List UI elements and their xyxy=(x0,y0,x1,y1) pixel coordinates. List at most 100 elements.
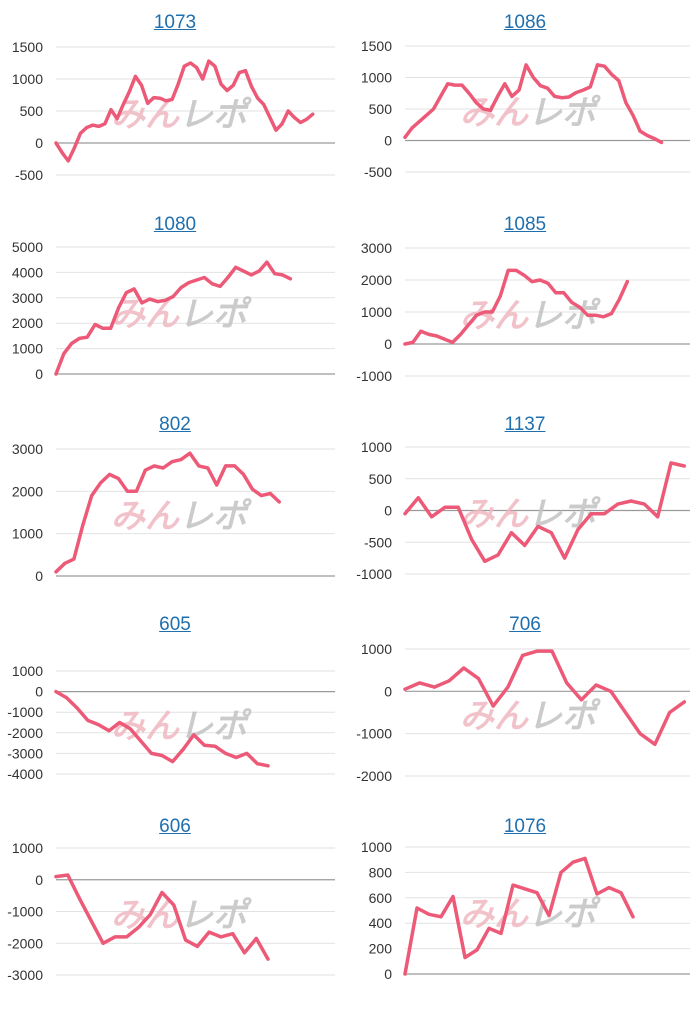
data-point xyxy=(265,260,269,264)
data-point xyxy=(574,91,578,95)
data-point xyxy=(682,700,686,704)
y-tick-label: 1000 xyxy=(12,526,43,542)
data-point xyxy=(638,129,642,133)
chart-title-link[interactable]: 706 xyxy=(509,614,541,635)
data-point xyxy=(202,743,206,747)
data-point xyxy=(202,276,206,279)
data-point xyxy=(243,951,246,955)
data-point xyxy=(467,91,471,95)
y-tick-label: -2000 xyxy=(356,768,392,784)
data-point xyxy=(571,860,575,864)
data-point xyxy=(499,931,503,935)
data-point xyxy=(523,543,527,547)
data-point xyxy=(245,751,249,755)
data-point xyxy=(482,310,486,314)
chart-title-link[interactable]: 1073 xyxy=(153,12,197,33)
chart-panel: 1080 0 1000 2000 3000 4000 5000 みんレポ xyxy=(0,202,350,404)
y-tick-label: -3000 xyxy=(7,745,43,761)
data-point xyxy=(255,762,259,766)
data-point xyxy=(189,61,192,65)
data-point xyxy=(78,131,82,135)
y-tick-label: 0 xyxy=(35,366,43,382)
data-point xyxy=(224,751,228,755)
data-point xyxy=(171,295,175,298)
data-point xyxy=(417,120,421,124)
data-point xyxy=(273,272,277,276)
watermark: みんレポ xyxy=(111,296,252,334)
data-point xyxy=(213,64,217,68)
data-point xyxy=(219,935,223,939)
watermark: みんレポ xyxy=(460,297,601,335)
data-point xyxy=(109,326,113,330)
data-point xyxy=(259,494,263,498)
data-point xyxy=(54,372,58,376)
data-point xyxy=(152,96,156,100)
data-point xyxy=(459,332,463,336)
data-point xyxy=(176,82,180,86)
y-tick-label: 2000 xyxy=(361,272,392,288)
data-point xyxy=(536,524,540,528)
chart-title-link[interactable]: 1085 xyxy=(503,214,547,235)
data-point xyxy=(66,873,70,877)
watermark: みんレポ xyxy=(460,698,601,736)
y-tick-label: -500 xyxy=(364,534,392,550)
chart-title-link[interactable]: 1137 xyxy=(504,414,546,435)
chart-title-link[interactable]: 605 xyxy=(159,614,191,635)
data-point xyxy=(538,278,542,282)
data-point xyxy=(233,464,237,468)
data-point xyxy=(172,903,176,907)
y-tick-label: 2000 xyxy=(12,483,43,499)
data-point xyxy=(54,690,58,694)
chart-title-link[interactable]: 1080 xyxy=(153,214,197,235)
data-point xyxy=(624,711,627,714)
chart-title-link[interactable]: 606 xyxy=(159,816,191,837)
data-point xyxy=(446,82,450,86)
data-point xyxy=(234,756,238,759)
data-point xyxy=(219,82,223,86)
data-point xyxy=(286,109,290,113)
data-point xyxy=(274,128,278,132)
series-line xyxy=(403,649,687,747)
data-point xyxy=(682,464,686,468)
data-point xyxy=(179,286,183,290)
data-point xyxy=(560,96,564,100)
chart-title-link[interactable]: 1076 xyxy=(503,816,547,837)
data-point xyxy=(524,63,528,67)
y-tick-label: 1000 xyxy=(361,304,392,320)
data-point xyxy=(195,66,199,69)
data-point xyxy=(427,912,431,916)
chart-title-link[interactable]: 1086 xyxy=(503,12,547,33)
chart-panel: 1076 0 200 400 600 800 1000 みんレポ xyxy=(350,810,700,1012)
watermark: みんレポ xyxy=(111,897,252,935)
data-point xyxy=(103,122,107,126)
line-chart: -4000 -3000 -2000 -1000 0 1000 みんレポ xyxy=(7,663,335,782)
data-point xyxy=(250,487,254,491)
data-point xyxy=(148,297,152,301)
data-point xyxy=(181,747,185,751)
data-point xyxy=(415,906,419,910)
data-point xyxy=(299,121,302,124)
data-point xyxy=(311,112,315,116)
data-point xyxy=(668,711,672,714)
data-point xyxy=(631,113,635,117)
data-point xyxy=(170,98,174,101)
chart-panel: 1073 -500 0 500 1000 1500 みんレポ xyxy=(0,0,350,202)
data-point xyxy=(588,85,592,89)
data-point xyxy=(581,88,585,92)
data-point xyxy=(91,123,95,127)
y-tick-label: -1000 xyxy=(356,368,392,384)
data-point xyxy=(609,312,613,316)
data-point xyxy=(483,559,487,563)
data-point xyxy=(419,329,423,333)
y-tick-label: 500 xyxy=(20,103,44,119)
data-point xyxy=(143,468,147,472)
chart-panel: 802 0 1000 2000 3000 みんレポ xyxy=(0,404,350,606)
y-tick-label: 5000 xyxy=(12,239,43,255)
chart-title-link[interactable]: 802 xyxy=(159,414,191,435)
data-point xyxy=(443,505,447,509)
data-point xyxy=(578,305,582,309)
data-point xyxy=(451,895,455,898)
series-line xyxy=(54,451,281,574)
y-tick-label: 800 xyxy=(369,864,393,880)
